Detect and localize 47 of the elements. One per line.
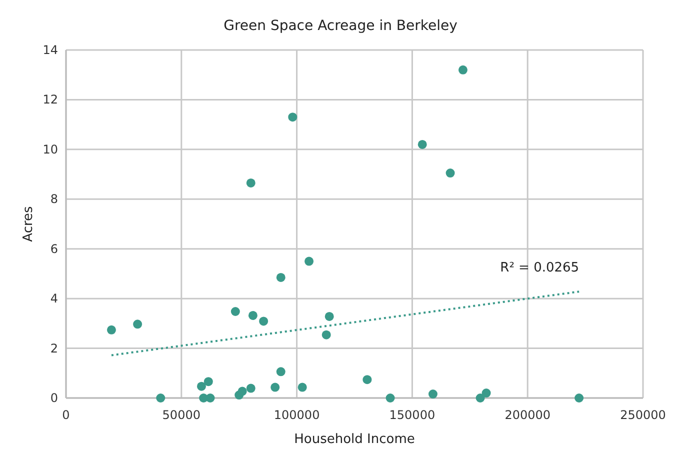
point (446, 168, 455, 178)
point (246, 384, 256, 393)
x-tick-label: 250000 (620, 408, 666, 422)
point (298, 382, 307, 392)
point (276, 272, 286, 282)
point (196, 382, 206, 391)
annotation: R² = 0.0265 (500, 260, 580, 276)
point (230, 306, 240, 316)
point (458, 65, 468, 74)
point (204, 377, 213, 386)
y-tick-label: 0 (50, 391, 58, 405)
y-tick-label: 6 (50, 242, 58, 256)
point (482, 388, 491, 398)
x-tick-label: 50000 (162, 408, 200, 422)
point (246, 178, 256, 188)
point (259, 316, 268, 326)
point (386, 394, 395, 402)
x-tick-label: 100000 (274, 408, 320, 422)
point (304, 256, 314, 266)
point (156, 394, 166, 402)
point (106, 325, 116, 334)
point (276, 367, 286, 376)
point (270, 382, 280, 392)
point (206, 394, 215, 402)
point (288, 112, 298, 122)
point (248, 310, 258, 320)
x-tick-label: 0 (62, 408, 70, 422)
point (324, 312, 334, 321)
y-tick-label: 2 (50, 341, 58, 356)
y-tick-label: 8 (50, 192, 58, 206)
point (428, 390, 438, 399)
point (476, 394, 485, 402)
y-tick-label: 4 (50, 292, 58, 306)
y-tick-label: 10 (42, 142, 58, 156)
point (322, 330, 331, 340)
x-tick-label: 150000 (389, 408, 436, 422)
y-tick-label: 14 (42, 43, 58, 57)
point (238, 386, 247, 396)
y-tick-label: 12 (42, 92, 58, 107)
point (418, 140, 427, 149)
chart-title: Green Space Acreage in Berkeley (224, 18, 458, 34)
point (574, 394, 584, 402)
x-axis-title: Household Income (294, 432, 415, 447)
point (362, 375, 372, 384)
y-axis-title: Acres (21, 206, 36, 242)
point (133, 320, 142, 329)
x-tick-label: 200000 (504, 408, 551, 422)
